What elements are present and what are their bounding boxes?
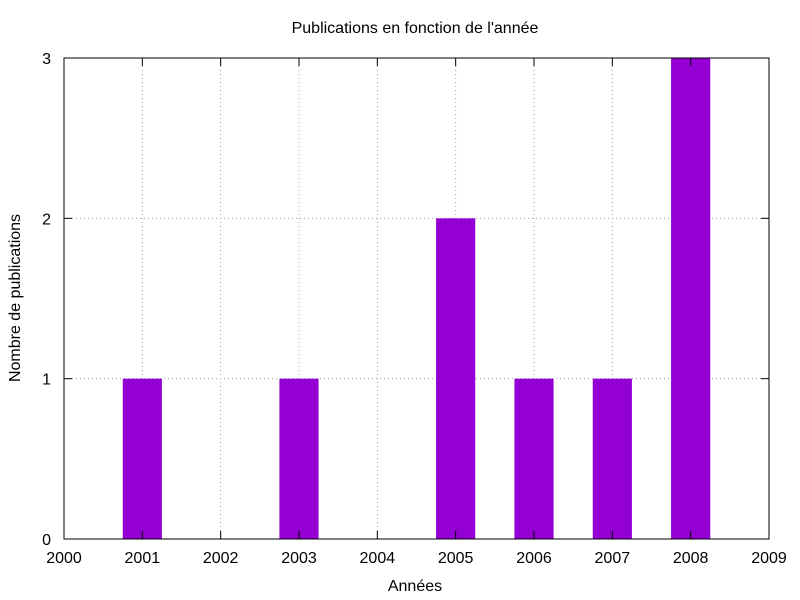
axis-ticks [63, 57, 770, 540]
y-axis-label: Nombre de publications [7, 214, 24, 382]
y-tick-label: 3 [42, 51, 51, 68]
x-tick-label: 2004 [360, 550, 396, 567]
bars [122, 58, 711, 540]
bar-2003 [279, 378, 319, 539]
y-axis-tick-labels: 0 1 2 3 [42, 51, 51, 549]
x-tick-label: 2001 [125, 550, 161, 567]
x-tick-label: 2009 [751, 550, 787, 567]
x-axis-label: Années [388, 578, 442, 595]
y-tick-label: 2 [42, 211, 51, 228]
x-tick-label: 2006 [516, 550, 552, 567]
bar-2001 [122, 378, 162, 539]
bar-2008 [671, 58, 711, 539]
x-tick-label: 2000 [46, 550, 82, 567]
y-tick-label: 0 [42, 532, 51, 549]
x-tick-label: 2008 [673, 550, 709, 567]
x-axis-tick-labels: 2000 2001 2002 2003 2004 2005 2006 2007 2008 2009 [46, 550, 787, 567]
y-tick-label: 1 [42, 372, 51, 389]
bar-2005 [436, 218, 476, 540]
bar-2006 [514, 378, 554, 539]
x-tick-label: 2007 [595, 550, 631, 567]
bar-2007 [592, 378, 632, 539]
x-tick-label: 2005 [438, 550, 474, 567]
chart-title: Publications en fonction de l'année [292, 20, 539, 37]
x-tick-label: 2002 [203, 550, 239, 567]
x-tick-label: 2003 [281, 550, 317, 567]
plot-frame [63, 57, 770, 540]
